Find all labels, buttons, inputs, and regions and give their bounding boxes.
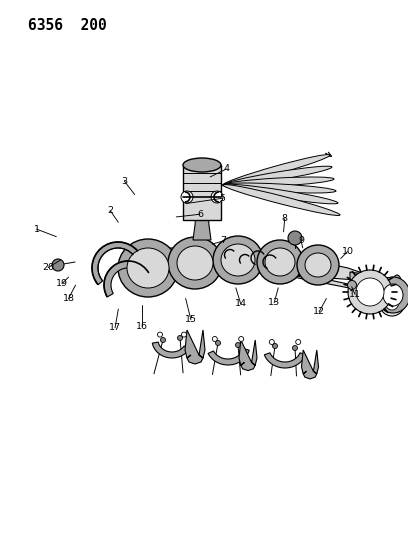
Text: 1: 1: [34, 225, 40, 233]
Polygon shape: [208, 349, 249, 365]
Circle shape: [215, 341, 220, 345]
Ellipse shape: [385, 294, 399, 310]
Ellipse shape: [177, 246, 213, 280]
Ellipse shape: [223, 166, 332, 186]
Text: 9: 9: [298, 237, 304, 245]
Ellipse shape: [223, 177, 334, 187]
Circle shape: [348, 270, 392, 314]
Polygon shape: [239, 340, 257, 370]
Text: 18: 18: [62, 294, 75, 303]
Polygon shape: [185, 330, 205, 364]
Circle shape: [182, 332, 186, 337]
Ellipse shape: [376, 277, 408, 313]
Circle shape: [235, 343, 240, 348]
Ellipse shape: [223, 183, 336, 193]
Circle shape: [157, 332, 162, 337]
Polygon shape: [264, 353, 306, 368]
Circle shape: [356, 278, 384, 306]
Ellipse shape: [223, 155, 330, 185]
Circle shape: [239, 336, 244, 342]
Text: 6: 6: [197, 210, 203, 219]
Ellipse shape: [168, 237, 222, 289]
Polygon shape: [152, 342, 189, 358]
Circle shape: [181, 191, 193, 203]
Text: 17: 17: [109, 324, 121, 332]
Text: 19: 19: [56, 279, 68, 288]
Ellipse shape: [265, 248, 295, 276]
Ellipse shape: [383, 284, 403, 306]
Text: 6356  200: 6356 200: [28, 18, 107, 33]
Ellipse shape: [118, 239, 178, 297]
Text: 2: 2: [107, 206, 113, 215]
Text: 8: 8: [282, 214, 288, 223]
Text: 7: 7: [221, 237, 226, 245]
Circle shape: [273, 343, 277, 349]
Ellipse shape: [223, 184, 340, 215]
Polygon shape: [104, 261, 149, 297]
Text: 20: 20: [42, 263, 54, 272]
Polygon shape: [302, 350, 319, 379]
Text: 15: 15: [185, 316, 197, 324]
Circle shape: [293, 345, 297, 351]
Ellipse shape: [127, 248, 169, 288]
Ellipse shape: [213, 236, 263, 284]
Circle shape: [211, 191, 223, 203]
Circle shape: [296, 340, 301, 344]
Polygon shape: [145, 248, 385, 295]
Ellipse shape: [297, 245, 339, 285]
Ellipse shape: [379, 288, 405, 316]
Circle shape: [348, 280, 357, 289]
Text: 14: 14: [235, 300, 247, 308]
Ellipse shape: [257, 240, 303, 284]
Circle shape: [177, 335, 182, 341]
Text: 5: 5: [220, 194, 225, 203]
Ellipse shape: [183, 158, 221, 172]
Ellipse shape: [221, 244, 255, 276]
Text: 12: 12: [313, 308, 325, 316]
Ellipse shape: [305, 253, 331, 277]
Text: 16: 16: [136, 322, 148, 330]
Text: 4: 4: [224, 165, 229, 173]
Text: 10: 10: [341, 247, 354, 256]
Text: 13: 13: [268, 298, 280, 307]
Text: 3: 3: [121, 177, 128, 185]
Polygon shape: [350, 272, 395, 292]
Circle shape: [288, 231, 302, 245]
Polygon shape: [183, 165, 221, 220]
Polygon shape: [92, 242, 138, 285]
Circle shape: [212, 336, 217, 342]
Text: 11: 11: [349, 290, 361, 298]
Circle shape: [52, 259, 64, 271]
Circle shape: [160, 337, 166, 343]
Polygon shape: [193, 201, 211, 240]
Ellipse shape: [223, 184, 338, 204]
Ellipse shape: [392, 275, 402, 297]
Circle shape: [269, 340, 274, 344]
